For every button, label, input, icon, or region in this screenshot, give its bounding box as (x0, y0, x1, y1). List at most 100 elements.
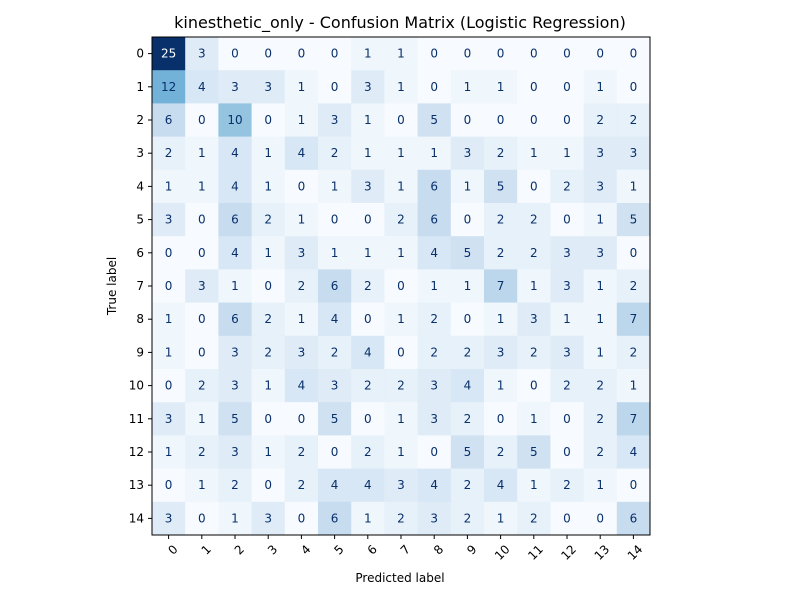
chart-title: kinesthetic_only - Confusion Matrix (Log… (174, 13, 626, 33)
heatmap-cell-4-5 (318, 169, 352, 204)
heatmap-cell-14-13 (583, 501, 618, 536)
cell-value-label-4-12: 2 (563, 179, 571, 193)
cell-value-label-4-0: 1 (165, 179, 173, 193)
y-tick-label-6: 6 (136, 246, 144, 260)
cell-value-label-11-14: 7 (630, 412, 638, 426)
heatmap-cell-10-2 (218, 369, 253, 403)
cell-value-label-11-9: 2 (464, 412, 472, 426)
heatmap-cell-2-13 (583, 103, 618, 138)
heatmap-cell-12-13 (583, 435, 618, 470)
y-tick-label-8: 8 (136, 312, 144, 326)
cell-value-label-0-6: 1 (364, 47, 372, 61)
cell-value-label-10-1: 2 (198, 379, 206, 393)
heatmap-cell-9-12 (550, 335, 585, 370)
heatmap-cell-3-8 (417, 136, 452, 171)
cell-value-label-10-0: 0 (165, 379, 173, 393)
heatmap-cell-9-7 (384, 335, 419, 370)
cell-value-label-8-12: 1 (563, 312, 571, 326)
cell-value-label-7-12: 3 (563, 279, 571, 293)
heatmap-cell-12-11 (517, 435, 551, 470)
x-tick-label-11: 11 (525, 542, 546, 563)
heatmap-cell-7-2 (218, 269, 253, 304)
cell-value-label-0-12: 0 (563, 47, 571, 61)
heatmap-cell-6-0 (152, 236, 186, 270)
heatmap-cell-9-3 (251, 335, 286, 370)
cell-value-label-2-6: 1 (364, 113, 372, 127)
cell-value-label-11-3: 0 (264, 412, 272, 426)
heatmap-cell-2-10 (484, 103, 518, 138)
cell-value-label-12-8: 0 (430, 445, 438, 459)
heatmap-cell-9-1 (185, 335, 219, 370)
cell-value-label-2-0: 6 (165, 113, 173, 127)
cell-value-label-9-5: 2 (331, 345, 339, 359)
heatmap-cell-7-8 (417, 269, 452, 304)
cell-value-label-3-0: 2 (165, 146, 173, 160)
heatmap-cell-12-6 (351, 435, 385, 470)
heatmap-cell-12-0 (152, 435, 186, 470)
heatmap-cell-1-3 (251, 70, 286, 104)
heatmap-cell-7-7 (384, 269, 419, 304)
cell-value-label-5-4: 1 (298, 213, 306, 227)
cell-value-label-10-10: 1 (497, 379, 505, 393)
heatmap-cell-14-10 (484, 501, 518, 536)
cell-value-label-8-6: 0 (364, 312, 372, 326)
heatmap-cell-0-9 (450, 37, 485, 71)
heatmap-cell-13-5 (318, 468, 352, 503)
heatmap-cell-13-7 (384, 468, 419, 503)
heatmap-cell-2-0 (152, 103, 186, 138)
heatmap-cell-2-3 (251, 103, 286, 138)
cell-value-label-6-3: 1 (264, 246, 272, 260)
heatmap-cell-12-9 (450, 435, 485, 470)
cell-value-label-9-2: 3 (231, 345, 239, 359)
heatmap-cell-4-9 (450, 169, 485, 204)
cell-value-label-14-10: 1 (497, 511, 505, 525)
cell-value-label-12-5: 0 (331, 445, 339, 459)
heatmap-cell-11-0 (152, 402, 186, 436)
cell-value-label-10-3: 1 (264, 379, 272, 393)
heatmap-cell-7-9 (450, 269, 485, 304)
cell-value-label-7-10: 7 (497, 279, 505, 293)
heatmap-cell-1-6 (351, 70, 385, 104)
y-tick-label-11: 11 (129, 412, 144, 426)
y-tick-label-12: 12 (129, 445, 144, 459)
heatmap-cell-2-7 (384, 103, 419, 138)
cell-value-label-0-0: 25 (161, 47, 176, 61)
cell-value-label-13-2: 2 (231, 478, 239, 492)
heatmap-cell-3-5 (318, 136, 352, 171)
cell-value-label-8-9: 0 (464, 312, 472, 326)
cell-value-label-4-6: 3 (364, 179, 372, 193)
cell-value-label-8-2: 6 (231, 312, 239, 326)
heatmap-cell-6-1 (185, 236, 219, 270)
heatmap-cell-9-4 (284, 335, 319, 370)
heatmap-cell-4-12 (550, 169, 585, 204)
cell-value-label-1-7: 1 (397, 80, 405, 94)
y-tick-label-3: 3 (136, 146, 144, 160)
heatmap-cell-8-10 (484, 302, 518, 337)
heatmap-cell-6-12 (550, 236, 585, 270)
cell-value-label-0-7: 1 (397, 47, 405, 61)
cell-value-label-0-9: 0 (464, 47, 472, 61)
cell-value-label-1-10: 1 (497, 80, 505, 94)
heatmap-cell-6-4 (284, 236, 319, 270)
cell-value-label-6-13: 3 (596, 246, 604, 260)
heatmap-cell-10-8 (417, 369, 452, 403)
cell-value-label-14-14: 6 (630, 511, 638, 525)
cell-value-label-1-8: 0 (430, 80, 438, 94)
x-tick-label-14: 14 (625, 542, 646, 563)
heatmap-cell-4-2 (218, 169, 253, 204)
heatmap-cell-7-5 (318, 269, 352, 304)
heatmap-cell-4-1 (185, 169, 219, 204)
heatmap-cell-12-12 (550, 435, 585, 470)
heatmap-cell-4-13 (583, 169, 618, 204)
cell-value-label-14-7: 2 (397, 511, 405, 525)
heatmap-cell-12-7 (384, 435, 419, 470)
cell-value-label-0-11: 0 (530, 47, 538, 61)
cell-value-label-13-5: 4 (331, 478, 339, 492)
cell-value-label-14-3: 3 (264, 511, 272, 525)
heatmap-cell-9-14 (616, 335, 651, 370)
heatmap-cell-8-12 (550, 302, 585, 337)
cell-value-label-8-14: 7 (630, 312, 638, 326)
cell-value-label-5-6: 0 (364, 213, 372, 227)
cell-value-label-9-8: 2 (430, 345, 438, 359)
